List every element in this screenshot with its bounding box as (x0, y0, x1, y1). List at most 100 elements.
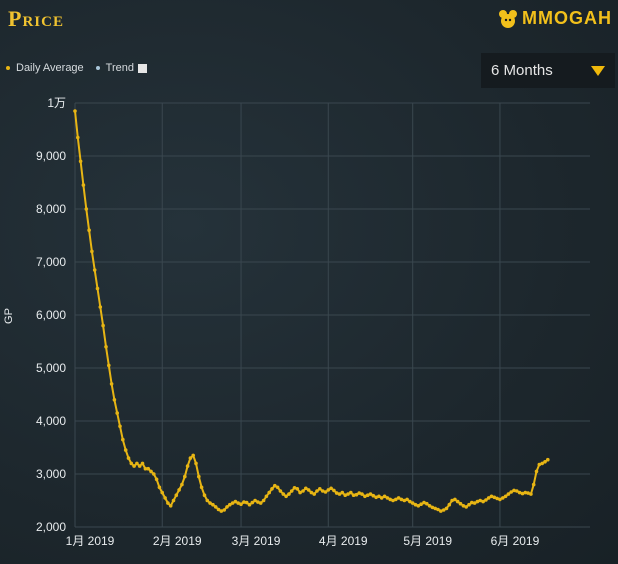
data-point[interactable] (185, 464, 190, 468)
data-point[interactable] (427, 504, 432, 508)
data-point[interactable] (503, 494, 508, 499)
data-point[interactable] (489, 494, 494, 499)
data-point[interactable] (183, 474, 187, 479)
data-point[interactable] (444, 506, 449, 511)
data-point[interactable] (211, 502, 215, 507)
data-point[interactable] (334, 491, 339, 495)
data-point[interactable] (146, 466, 150, 471)
data-point[interactable] (78, 159, 83, 164)
data-point[interactable] (540, 461, 544, 466)
data-point[interactable] (363, 494, 367, 499)
data-point[interactable] (439, 509, 443, 513)
data-point[interactable] (318, 487, 322, 491)
data-point[interactable] (543, 460, 547, 464)
data-point[interactable] (537, 462, 542, 467)
data-point[interactable] (270, 487, 274, 491)
data-point[interactable] (461, 504, 466, 508)
data-point[interactable] (154, 477, 159, 482)
data-point[interactable] (388, 497, 393, 502)
data-point[interactable] (413, 502, 418, 507)
data-point[interactable] (137, 464, 142, 468)
data-point[interactable] (267, 490, 272, 495)
data-point[interactable] (76, 135, 80, 140)
data-point[interactable] (129, 461, 134, 466)
trend-toggle-checkbox[interactable] (138, 63, 147, 73)
data-point[interactable] (484, 498, 488, 502)
data-point[interactable] (213, 505, 218, 509)
data-point[interactable] (140, 461, 145, 466)
data-point[interactable] (382, 494, 387, 499)
data-point[interactable] (205, 498, 210, 503)
legend-item-trend[interactable]: Trend (95, 62, 147, 74)
data-point[interactable] (436, 507, 440, 512)
data-point[interactable] (301, 489, 305, 493)
data-point[interactable] (112, 398, 117, 402)
data-point[interactable] (441, 508, 446, 512)
data-point[interactable] (228, 502, 232, 507)
data-point[interactable] (163, 496, 167, 500)
data-point[interactable] (408, 499, 412, 504)
data-point[interactable] (523, 490, 528, 495)
data-point[interactable] (520, 491, 525, 496)
data-point[interactable] (121, 437, 125, 442)
data-point[interactable] (546, 457, 550, 462)
data-point[interactable] (329, 486, 333, 491)
time-range-select[interactable]: 6 Months (481, 53, 615, 88)
data-point[interactable] (377, 494, 381, 499)
data-point[interactable] (419, 502, 423, 507)
data-point[interactable] (219, 509, 224, 513)
data-point[interactable] (492, 495, 497, 500)
data-point[interactable] (486, 496, 491, 500)
data-point[interactable] (304, 486, 308, 491)
data-point[interactable] (109, 382, 114, 386)
data-point[interactable] (337, 492, 342, 496)
data-point[interactable] (422, 500, 426, 505)
data-point[interactable] (501, 496, 505, 500)
data-point[interactable] (517, 490, 522, 495)
data-point[interactable] (312, 492, 317, 496)
data-point[interactable] (244, 500, 249, 505)
data-point[interactable] (391, 498, 395, 503)
data-point[interactable] (236, 501, 240, 505)
data-point[interactable] (90, 249, 94, 254)
data-point[interactable] (351, 493, 356, 498)
data-point[interactable] (216, 507, 221, 512)
data-point[interactable] (118, 424, 122, 429)
data-point[interactable] (143, 466, 148, 471)
data-point[interactable] (98, 305, 103, 309)
data-point[interactable] (281, 492, 286, 496)
data-point[interactable] (174, 493, 179, 498)
data-point[interactable] (135, 461, 139, 466)
data-point[interactable] (284, 494, 288, 499)
data-point[interactable] (464, 505, 469, 509)
data-point[interactable] (346, 492, 350, 496)
data-point[interactable] (278, 489, 283, 493)
data-point[interactable] (360, 492, 364, 496)
data-point[interactable] (256, 500, 260, 504)
data-point[interactable] (264, 494, 269, 499)
data-point[interactable] (126, 456, 131, 460)
data-point[interactable] (194, 461, 198, 466)
data-point[interactable] (475, 499, 480, 504)
data-point[interactable] (101, 323, 105, 328)
data-point[interactable] (455, 499, 460, 504)
data-point[interactable] (512, 488, 516, 493)
data-point[interactable] (425, 501, 429, 506)
brand-logo[interactable]: MMOGAH (498, 8, 612, 29)
data-point[interactable] (275, 485, 280, 490)
data-point[interactable] (292, 486, 297, 490)
data-point[interactable] (416, 504, 421, 508)
data-point[interactable] (208, 501, 212, 505)
data-point[interactable] (323, 490, 328, 494)
data-point[interactable] (509, 490, 513, 494)
data-point[interactable] (332, 488, 336, 493)
data-point[interactable] (515, 489, 519, 493)
data-point[interactable] (242, 500, 246, 504)
data-point[interactable] (239, 502, 243, 507)
legend-item-daily-average[interactable]: Daily Average (6, 62, 84, 74)
data-point[interactable] (247, 502, 252, 507)
data-point[interactable] (458, 501, 463, 506)
data-point[interactable] (481, 499, 485, 504)
data-point[interactable] (152, 472, 156, 476)
data-point[interactable] (433, 506, 438, 511)
